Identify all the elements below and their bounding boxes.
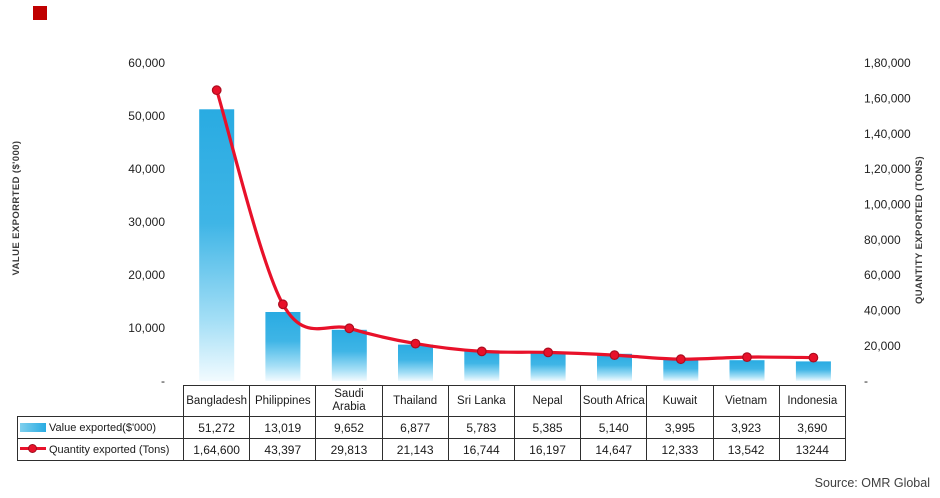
cell-line-south-africa: 14,647 [580,438,648,461]
cell-line-indonesia: 13244 [778,438,846,461]
cell-bar-bangladesh: 51,272 [182,416,251,439]
cell-bar-philippines: 13,019 [249,416,317,439]
country-header-kuwait: Kuwait [646,385,714,417]
country-header-bangladesh: Bangladesh [182,385,251,417]
red-square-marker [33,6,47,20]
line-marker-nepal [543,347,553,358]
combo-chart: 60,000 50,000 40,000 30,000 20,000 10,000 - 1,8… [11,56,925,385]
line-marker-philippines [278,299,288,310]
cell-line-kuwait: 12,333 [646,438,714,461]
cell-line-thailand: 21,143 [381,438,449,461]
right-axis-tick: 40,000 [864,304,901,318]
line-marker-bangladesh [211,85,222,96]
line-marker-thailand [410,338,421,349]
legend-label-line: Quantity exported (Tons) [17,438,184,461]
line-marker-sri-lanka [476,346,487,357]
left-axis-tick: 50,000 [128,109,165,123]
legend-label-text: Quantity exported (Tons) [49,443,170,456]
country-header-south-africa: South Africa [580,385,648,417]
legend-label-text: Value exported($'000) [49,421,157,434]
left-axis-title: VALUE EXPORRTED ($'000) [11,141,22,276]
table-header-row: Bangladesh Philippines Saudi Arabia Thailan… [18,385,846,417]
right-axis-tick: 60,000 [864,268,901,282]
right-axis-tick: 1,60,000 [864,92,911,106]
cell-bar-vietnam: 3,923 [712,416,780,439]
left-axis-tick: 10,000 [128,321,165,335]
cell-bar-sri-lanka: 5,783 [447,416,515,439]
country-header-sri-lanka: Sri Lanka [447,385,515,417]
cell-line-sri-lanka: 16,744 [447,438,515,461]
cell-line-nepal: 16,197 [513,438,582,461]
country-header-thailand: Thailand [381,385,449,417]
bar-kuwait [663,359,699,381]
bar-legend-swatch-icon [20,422,46,432]
cell-line-vietnam: 13,542 [712,438,780,461]
left-axis-tick: 20,000 [128,268,165,282]
right-axis-title: QUANTITY EXPORTED (TONS) [914,156,925,304]
cell-bar-saudi-arabia: 9,652 [315,416,383,439]
right-axis-tick: 1,80,000 [864,56,911,70]
right-axis-tick: 20,000 [864,339,901,353]
cell-bar-nepal: 5,385 [513,416,582,439]
quantity-line [215,88,815,361]
line-marker-vietnam [742,352,752,363]
right-axis-tick: 1,40,000 [864,127,911,141]
left-axis-tick: 30,000 [128,215,165,229]
country-header-indonesia: Indonesia [778,385,846,417]
line-marker-saudi-arabia [344,323,355,334]
legend-label-bar: Value exported($'000) [17,416,184,439]
line-marker-indonesia [808,352,819,363]
country-header-philippines: Philippines [249,385,317,417]
bar-philippines [265,312,301,381]
right-axis-tick: 1,00,000 [864,198,911,212]
data-table: Bangladesh Philippines Saudi Arabia Thailan… [17,385,846,461]
bar-vietnam [729,360,765,381]
left-axis-tick: 40,000 [128,162,165,176]
left-axis-tick: 60,000 [128,56,165,70]
bar-thailand [398,344,433,381]
cell-line-saudi-arabia: 29,813 [315,438,383,461]
table-corner-blank [18,386,184,417]
right-axis-tick: - [864,374,868,385]
left-axis-tick: - [161,374,165,385]
bar-bangladesh [199,109,235,382]
line-marker-south-africa [609,350,620,361]
cell-bar-kuwait: 3,995 [646,416,714,439]
table-row-line: Quantity exported (Tons) 1,64,600 43,397 29… [17,438,846,461]
country-header-saudi-arabia: Saudi Arabia [315,385,383,417]
line-marker-kuwait [675,354,686,365]
cell-bar-indonesia: 3,690 [778,416,846,439]
table-row-bar: Value exported($'000) 51,272 13,019 9,652 6,… [17,416,846,439]
country-header-vietnam: Vietnam [712,385,780,417]
source-label: Source: OMR Global [814,476,930,490]
cell-bar-south-africa: 5,140 [580,416,648,439]
cell-line-bangladesh: 1,64,600 [182,438,251,461]
cell-bar-thailand: 6,877 [381,416,449,439]
bar-saudi-arabia [331,329,367,381]
cell-line-philippines: 43,397 [249,438,317,461]
line-legend-swatch-icon [20,444,46,454]
bar-indonesia [795,361,831,381]
country-header-nepal: Nepal [513,385,582,417]
right-axis-tick: 1,20,000 [864,162,911,176]
right-axis-tick: 80,000 [864,233,901,247]
line-swatch-dot [28,444,37,453]
